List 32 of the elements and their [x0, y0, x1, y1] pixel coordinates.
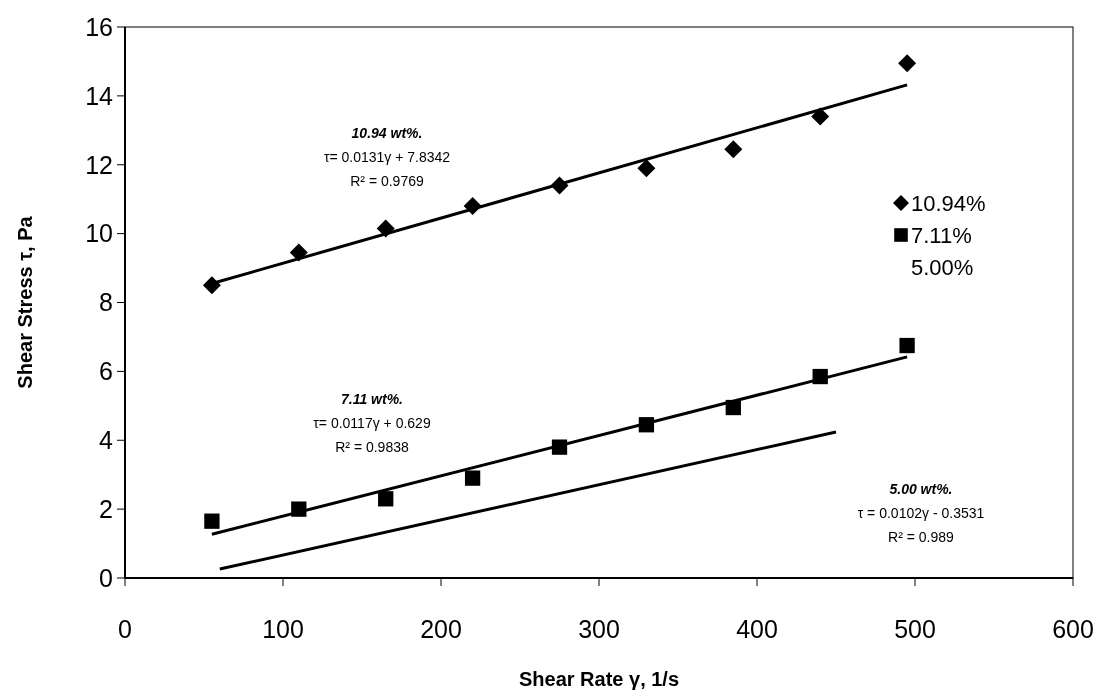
- x-tick-label: 300: [578, 615, 620, 643]
- y-tick-label: 10: [85, 219, 113, 248]
- legend-label: 10.94%: [911, 190, 986, 216]
- annotation: 7.11 wt%. τ= 0.0117γ + 0.629 R² = 0.9838: [313, 390, 431, 455]
- point: [378, 491, 394, 507]
- x-tick-label: 500: [894, 615, 936, 643]
- y-tick-label: 6: [99, 357, 113, 386]
- point: [204, 513, 220, 529]
- x-axis-title: Shear Rate γ, 1/s: [518, 668, 680, 690]
- point: [202, 276, 221, 295]
- point: [724, 140, 743, 159]
- x-tick-label: 600: [1052, 615, 1094, 643]
- y-tick-label: 14: [85, 81, 114, 110]
- x-tick-label: 200: [420, 615, 462, 643]
- y-tick-label: 12: [85, 150, 113, 179]
- x-tick-label: 400: [736, 615, 778, 643]
- y-axis-title: Shear Stress τ, Pa: [14, 215, 36, 389]
- annotation: 10.94 wt%. τ= 0.0131γ + 7.8342 R² = 0.9769: [323, 124, 451, 189]
- legend-label: 7.11%: [911, 222, 972, 248]
- y-tick-label: 16: [85, 12, 113, 41]
- text: 5.00%: [911, 254, 974, 280]
- x-tick-label: 0: [118, 615, 132, 643]
- x-tick-label: 100: [262, 615, 304, 643]
- y-tick-label: 4: [99, 426, 114, 454]
- annotation: 5.00 wt%. τ = 0.0102γ - 0.3531 R² = 0.989: [857, 480, 985, 545]
- y-tick-label: 8: [99, 288, 113, 317]
- y-tick-label: 0: [99, 563, 113, 592]
- point: [899, 337, 915, 354]
- y-tick-label: 2: [99, 494, 113, 523]
- point: [464, 470, 481, 486]
- point: [898, 54, 917, 73]
- point: [637, 159, 656, 178]
